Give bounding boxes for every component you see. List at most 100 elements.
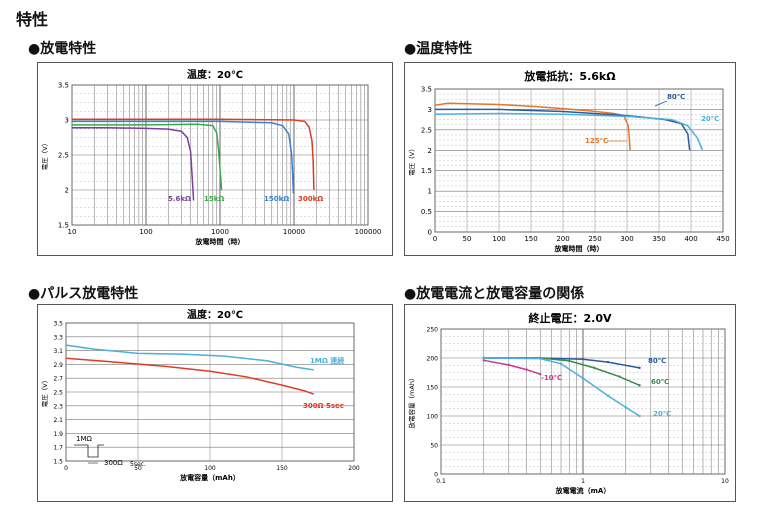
x-tick-label: 1 [581,478,585,485]
pulse-inset-top-label: 1MΩ [76,435,92,443]
section-title-pulse: ●パルス放電特性 [28,286,139,302]
series-line [72,120,295,194]
chart-title: 温度：20℃ [187,68,243,81]
x-tick-label: 100 [492,235,505,243]
y-tick-label: 2.5 [53,390,63,397]
capacity-chart: 終止電圧：2.0V 0 50 100 150 200 250 0.1 1 10 放電電流（mA） 放電… [407,311,729,495]
x-tick-label: 10 [721,478,729,485]
series-label: 300Ω 5sec [303,402,344,410]
series-label: 80℃ [648,357,666,365]
data-point [559,362,563,365]
y-tick-label: 1.9 [53,431,63,438]
y-tick-label: 3 [428,106,432,114]
series-label: 300kΩ [298,195,323,203]
chart-title: 終止電圧：2.0V [529,311,612,325]
pulse-chart-panel: 温度：20℃ 1.5 1.7 1.9 2.1 2.3 2.5 2.7 2.9 3.1 3.3 3.5 0… [37,304,393,502]
page-heading: 特性 [16,10,49,29]
series-label: 1MΩ 連続 [310,356,344,365]
series-line [434,112,704,151]
y-axis-label: 電圧（V） [41,377,49,407]
x-tick-label: 350 [652,235,665,243]
x-tick-label: 450 [716,235,729,243]
series-label: -10℃ [541,374,562,382]
section-title-capacity: ●放電電流と放電容量の関係 [404,286,585,302]
pulse-inset-duration-label: 5sec. [130,461,146,468]
series-label: 20℃ [701,115,719,123]
pulse-chart: 温度：20℃ 1.5 1.7 1.9 2.1 2.3 2.5 2.7 2.9 3.1 3.3 3.5 0… [41,308,360,482]
x-tick-label: 200 [348,465,360,472]
y-axis-label: 電圧（V） [41,140,49,170]
y-tick-label: 3 [65,117,69,125]
data-point [482,356,485,360]
data-point [638,366,641,370]
chart-title: 温度：20℃ [187,308,243,321]
series-line [72,126,195,201]
x-tick-label: 50 [463,235,472,243]
x-tick-label: 0 [433,235,437,243]
section-title-temperature: ●温度特性 [404,41,473,57]
y-tick-label: 0.5 [421,208,432,216]
discharge-chart: 温度：20℃ 1.5 2 2.5 3 3.5 10 100 1000 10000 100000 放電時… [41,68,382,246]
y-tick-label: 2.1 [53,417,63,424]
series-label: 60℃ [651,378,669,386]
y-tick-label: 3.5 [58,82,69,90]
series-line [65,344,314,371]
temperature-chart-panel: 放電抵抗：5.6kΩ 0 0.5 1 1.5 2 2.5 3 3.5 0 50 100 150 200 25… [404,62,736,256]
y-axis-label: 電圧（V） [408,145,416,175]
series-line [483,359,541,375]
series-line [72,123,223,191]
y-tick-label: 2.7 [53,376,63,383]
y-tick-label: 2 [65,187,69,195]
series-line [72,118,315,191]
data-point [638,384,641,387]
series-label: 80℃ [667,93,685,101]
x-tick-label: 10000 [283,228,305,236]
y-axis-label: 放電容量（mAh） [407,375,416,429]
y-tick-label: 2 [428,147,432,155]
y-tick-label: 1 [428,188,432,196]
x-tick-label: 10 [68,228,77,236]
data-point [606,360,610,364]
x-tick-label: 300 [620,235,633,243]
x-tick-label: 250 [588,235,601,243]
data-point [539,373,542,376]
x-tick-label: 150 [276,465,288,472]
data-point [606,394,610,397]
y-tick-label: 2.5 [58,152,69,160]
x-tick-label: 150 [524,235,537,243]
y-tick-label: 0 [428,229,432,237]
y-tick-label: 1.5 [53,459,63,466]
data-point [618,375,621,378]
x-tick-label: 1000 [211,228,229,236]
y-tick-label: 1.5 [58,222,69,230]
x-tick-label: 50 [134,465,142,472]
y-tick-label: 2.9 [53,362,63,369]
y-tick-label: 200 [427,356,439,363]
pulse-inset-waveform [74,444,104,458]
x-tick-label: 100000 [355,228,382,236]
x-axis-label: 放電電流（mA） [555,486,611,495]
y-tick-label: 1.7 [53,445,63,452]
x-tick-label: 0.1 [436,478,446,485]
data-point [507,363,510,367]
series-line [65,357,314,395]
y-tick-label: 2.3 [53,403,63,410]
y-tick-label: 150 [427,385,439,392]
data-point [581,357,585,361]
capacity-chart-panel: 終止電圧：2.0V 0 50 100 150 200 250 0.1 1 10 放電電流（mA） 放電… [404,304,736,502]
x-tick-label: 400 [684,235,697,243]
pulse-inset: 1MΩ 300Ω 5sec. [74,435,146,468]
y-tick-label: 1.5 [421,167,432,175]
chart-title: 放電抵抗：5.6kΩ [523,69,616,83]
section-title-discharge: ●放電特性 [28,41,97,57]
discharge-chart-panel: 温度：20℃ 1.5 2 2.5 3 3.5 10 100 1000 10000 100000 放電時… [37,62,393,256]
data-point [568,359,571,363]
x-tick-label: 100 [139,228,152,236]
series-label: 125℃ [585,137,608,145]
y-tick-label: 0 [434,472,438,479]
y-tick-label: 3.1 [53,348,63,355]
x-tick-label: 100 [204,465,216,472]
x-axis-label: 放電時間（時） [554,244,604,253]
y-tick-label: 3.5 [53,321,63,328]
data-point [525,368,528,371]
